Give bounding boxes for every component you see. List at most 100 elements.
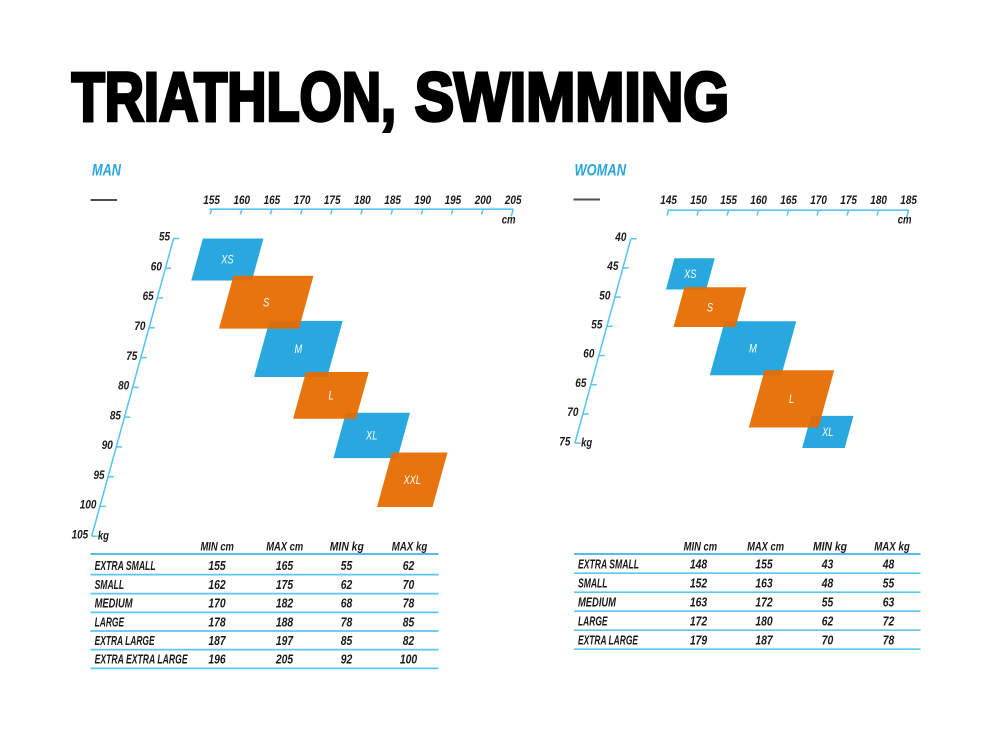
svg-text:TRIATHLON,: TRIATHLON,: [72, 58, 397, 135]
svg-text:65: 65: [575, 376, 586, 390]
svg-text:SMALL: SMALL: [95, 578, 125, 592]
svg-text:105: 105: [72, 527, 89, 541]
svg-text:XXL: XXL: [403, 473, 421, 487]
svg-text:MEDIUM: MEDIUM: [95, 597, 133, 611]
svg-text:70: 70: [822, 634, 834, 648]
svg-text:MAX kg: MAX kg: [392, 540, 428, 554]
svg-text:175: 175: [840, 193, 857, 207]
svg-text:M: M: [749, 341, 757, 355]
svg-text:175: 175: [276, 578, 294, 592]
svg-text:85: 85: [341, 634, 353, 648]
svg-text:163: 163: [690, 596, 707, 610]
svg-text:172: 172: [755, 596, 772, 610]
svg-text:XL: XL: [365, 429, 377, 443]
svg-text:S: S: [263, 295, 270, 309]
svg-text:L: L: [789, 392, 794, 406]
svg-text:40: 40: [614, 230, 626, 244]
svg-text:55: 55: [822, 596, 834, 610]
svg-text:175: 175: [324, 193, 341, 207]
svg-text:cm: cm: [502, 215, 516, 227]
svg-text:165: 165: [264, 193, 281, 207]
svg-text:SWIMMING: SWIMMING: [415, 58, 730, 135]
svg-text:170: 170: [294, 193, 311, 207]
svg-text:92: 92: [341, 653, 353, 667]
svg-text:188: 188: [276, 615, 293, 629]
svg-text:EXTRA SMALL: EXTRA SMALL: [578, 558, 639, 572]
svg-text:55: 55: [341, 559, 353, 573]
svg-text:45: 45: [606, 259, 618, 273]
svg-text:60: 60: [583, 347, 594, 361]
svg-text:180: 180: [755, 615, 772, 629]
svg-text:148: 148: [690, 558, 707, 572]
svg-text:190: 190: [414, 193, 431, 207]
svg-text:78: 78: [403, 597, 415, 611]
svg-text:M: M: [295, 342, 303, 356]
svg-text:72: 72: [883, 615, 895, 629]
svg-text:70: 70: [403, 578, 415, 592]
svg-text:160: 160: [750, 193, 767, 207]
svg-text:55: 55: [883, 577, 895, 591]
svg-text:196: 196: [208, 653, 226, 667]
svg-text:90: 90: [102, 438, 113, 452]
svg-text:152: 152: [690, 577, 707, 591]
svg-text:100: 100: [400, 653, 417, 667]
svg-text:155: 155: [203, 193, 220, 207]
svg-text:200: 200: [474, 193, 492, 207]
svg-text:70: 70: [567, 405, 578, 419]
svg-text:187: 187: [755, 634, 773, 648]
svg-text:68: 68: [341, 597, 353, 611]
svg-text:180: 180: [870, 193, 887, 207]
svg-text:155: 155: [755, 558, 773, 572]
svg-text:48: 48: [882, 558, 894, 572]
svg-text:XS: XS: [221, 253, 235, 267]
svg-text:LARGE: LARGE: [95, 615, 125, 629]
svg-text:EXTRA LARGE: EXTRA LARGE: [578, 634, 638, 648]
svg-text:165: 165: [780, 193, 797, 207]
svg-text:cm: cm: [898, 215, 912, 227]
svg-text:62: 62: [341, 578, 353, 592]
svg-text:180: 180: [354, 193, 371, 207]
svg-text:MEDIUM: MEDIUM: [578, 596, 616, 610]
svg-text:205: 205: [275, 653, 294, 667]
svg-text:172: 172: [690, 615, 707, 629]
svg-text:48: 48: [821, 577, 833, 591]
svg-text:65: 65: [143, 289, 154, 303]
svg-text:MAX cm: MAX cm: [747, 540, 784, 554]
svg-text:kg: kg: [581, 437, 592, 449]
svg-text:179: 179: [690, 634, 707, 648]
svg-text:195: 195: [445, 193, 462, 207]
svg-text:178: 178: [208, 615, 225, 629]
svg-text:85: 85: [403, 615, 415, 629]
svg-text:82: 82: [403, 634, 415, 648]
svg-text:187: 187: [208, 634, 226, 648]
svg-text:EXTRA LARGE: EXTRA LARGE: [95, 634, 155, 648]
svg-text:78: 78: [341, 615, 353, 629]
svg-text:MIN kg: MIN kg: [330, 540, 365, 554]
svg-text:WOMAN: WOMAN: [575, 162, 627, 180]
svg-text:185: 185: [900, 193, 917, 207]
svg-text:197: 197: [276, 634, 294, 648]
svg-text:205: 205: [504, 193, 522, 207]
svg-text:MAX cm: MAX cm: [266, 540, 303, 554]
svg-text:100: 100: [80, 498, 97, 512]
svg-text:55: 55: [591, 318, 602, 332]
svg-text:MAX kg: MAX kg: [874, 540, 910, 554]
svg-text:145: 145: [660, 193, 677, 207]
svg-text:MIN cm: MIN cm: [684, 540, 718, 554]
svg-text:70: 70: [134, 319, 145, 333]
svg-text:62: 62: [822, 615, 834, 629]
svg-text:85: 85: [110, 408, 121, 422]
svg-text:S: S: [707, 300, 714, 314]
svg-text:EXTRA EXTRA LARGE: EXTRA EXTRA LARGE: [95, 653, 188, 667]
svg-text:MIN cm: MIN cm: [200, 540, 234, 554]
svg-text:78: 78: [883, 634, 895, 648]
svg-text:80: 80: [118, 379, 129, 393]
svg-text:43: 43: [821, 558, 833, 572]
svg-text:60: 60: [151, 260, 162, 274]
svg-text:162: 162: [208, 578, 225, 592]
svg-text:63: 63: [883, 596, 895, 610]
svg-text:165: 165: [276, 559, 294, 573]
svg-text:62: 62: [403, 559, 415, 573]
svg-text:MIN kg: MIN kg: [813, 540, 848, 554]
svg-text:95: 95: [94, 468, 105, 482]
